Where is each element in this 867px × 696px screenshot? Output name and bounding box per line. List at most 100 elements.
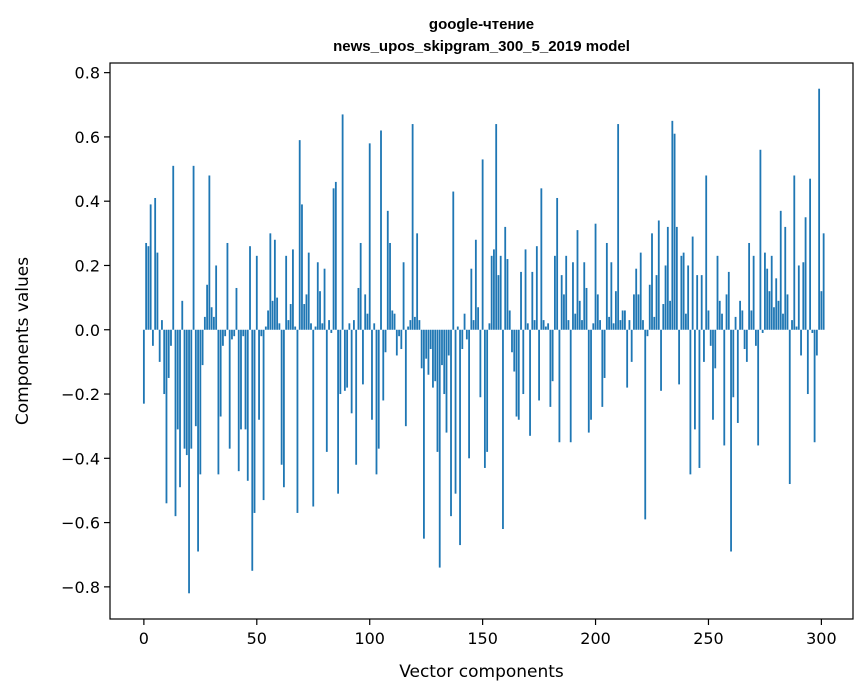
bar-component-57 bbox=[271, 300, 274, 330]
bar-component-59 bbox=[276, 297, 279, 330]
bar-component-298 bbox=[815, 329, 818, 356]
bar-component-133 bbox=[443, 329, 446, 395]
bar-component-227 bbox=[655, 275, 658, 330]
bar-component-297 bbox=[813, 329, 816, 443]
bar-component-150 bbox=[481, 159, 484, 330]
bar-component-267 bbox=[745, 329, 748, 362]
bar-component-253 bbox=[714, 329, 717, 369]
bar-component-17 bbox=[181, 300, 184, 330]
bar-component-243 bbox=[691, 236, 694, 330]
bar-component-213 bbox=[624, 310, 626, 330]
bar-component-137 bbox=[452, 191, 455, 330]
bar-component-199 bbox=[592, 323, 595, 330]
bar-component-101 bbox=[371, 329, 373, 420]
bar-component-79 bbox=[321, 323, 324, 330]
bar-component-296 bbox=[811, 329, 814, 333]
bar-component-149 bbox=[479, 329, 482, 398]
bar-component-46 bbox=[246, 329, 249, 481]
y-tick-label: 0.6 bbox=[75, 128, 100, 147]
bar-component-100 bbox=[368, 143, 371, 330]
bar-component-107 bbox=[384, 329, 387, 353]
bar-component-181 bbox=[551, 329, 554, 382]
bar-component-27 bbox=[203, 316, 206, 330]
bar-component-115 bbox=[402, 262, 405, 330]
bar-component-105 bbox=[380, 130, 382, 330]
x-tick-label: 50 bbox=[247, 629, 267, 648]
bar-component-157 bbox=[497, 275, 500, 330]
bar-component-135 bbox=[447, 329, 450, 356]
bar-component-248 bbox=[703, 329, 705, 362]
bar-component-196 bbox=[585, 287, 588, 330]
bar-component-202 bbox=[599, 320, 601, 330]
bar-component-206 bbox=[608, 316, 610, 330]
bar-component-261 bbox=[732, 329, 735, 398]
bar-component-77 bbox=[316, 262, 319, 330]
bar-component-266 bbox=[743, 329, 746, 350]
bar-component-220 bbox=[639, 252, 642, 330]
bar-component-176 bbox=[540, 188, 543, 330]
bar-component-48 bbox=[251, 329, 254, 571]
bar-component-249 bbox=[705, 175, 708, 330]
bar-component-160 bbox=[504, 226, 507, 330]
bar-component-145 bbox=[470, 268, 473, 330]
bar-component-43 bbox=[240, 329, 242, 430]
bar-component-258 bbox=[725, 294, 728, 330]
bar-component-64 bbox=[287, 320, 290, 330]
bar-component-34 bbox=[219, 329, 222, 417]
bar-component-7 bbox=[158, 329, 161, 362]
bar-component-247 bbox=[700, 275, 703, 330]
bar-component-244 bbox=[694, 329, 696, 430]
bar-component-128 bbox=[432, 329, 434, 388]
bar-component-289 bbox=[795, 326, 798, 330]
x-tick-label: 250 bbox=[693, 629, 724, 648]
bar-component-104 bbox=[377, 329, 380, 449]
bar-component-38 bbox=[228, 329, 231, 449]
bar-component-26 bbox=[201, 329, 204, 366]
bar-component-153 bbox=[488, 323, 491, 330]
y-tick-label: 0.0 bbox=[75, 321, 100, 340]
bar-component-241 bbox=[687, 265, 690, 330]
bar-component-125 bbox=[425, 329, 428, 359]
bar-component-13 bbox=[172, 165, 175, 330]
bar-component-39 bbox=[231, 329, 233, 340]
bar-component-291 bbox=[800, 329, 802, 356]
bar-component-215 bbox=[628, 320, 631, 330]
bar-component-194 bbox=[581, 320, 583, 330]
bar-component-75 bbox=[312, 329, 315, 507]
bar-component-280 bbox=[775, 278, 778, 330]
bar-component-88 bbox=[341, 114, 344, 330]
bar-component-187 bbox=[565, 255, 568, 330]
bar-component-236 bbox=[675, 226, 678, 330]
y-axis-ticks: −0.8 −0.6 −0.4 −0.2 0.0 0.2 0.4 0.6 0.8 bbox=[61, 64, 110, 597]
bar-component-216 bbox=[630, 329, 633, 362]
bar-component-182 bbox=[553, 255, 556, 330]
bar-component-264 bbox=[739, 300, 741, 330]
bar-component-245 bbox=[696, 275, 699, 330]
bar-component-223 bbox=[646, 329, 649, 337]
bar-component-162 bbox=[508, 310, 511, 330]
bar-component-224 bbox=[648, 284, 651, 330]
bar-component-191 bbox=[574, 313, 577, 330]
bar-component-124 bbox=[423, 329, 425, 539]
bar-component-218 bbox=[635, 268, 638, 330]
bar-component-147 bbox=[474, 239, 477, 330]
bar-component-158 bbox=[499, 255, 502, 330]
bar-component-174 bbox=[535, 246, 538, 330]
bar-component-80 bbox=[323, 268, 326, 330]
y-tick-label: −0.6 bbox=[61, 514, 100, 533]
bar-component-197 bbox=[587, 329, 590, 433]
bar-component-183 bbox=[556, 197, 559, 330]
bar-component-294 bbox=[806, 329, 809, 395]
bars-group bbox=[142, 88, 825, 594]
bar-component-171 bbox=[529, 329, 531, 436]
bar-component-271 bbox=[754, 329, 757, 346]
bar-component-22 bbox=[192, 165, 195, 330]
bar-component-2 bbox=[147, 246, 150, 330]
bar-component-210 bbox=[617, 124, 620, 330]
bar-component-121 bbox=[416, 233, 419, 330]
bar-component-222 bbox=[644, 329, 647, 520]
y-tick-label: −0.2 bbox=[61, 385, 100, 404]
bar-component-93 bbox=[353, 320, 355, 330]
bar-component-146 bbox=[472, 320, 475, 330]
bar-component-114 bbox=[400, 329, 403, 350]
